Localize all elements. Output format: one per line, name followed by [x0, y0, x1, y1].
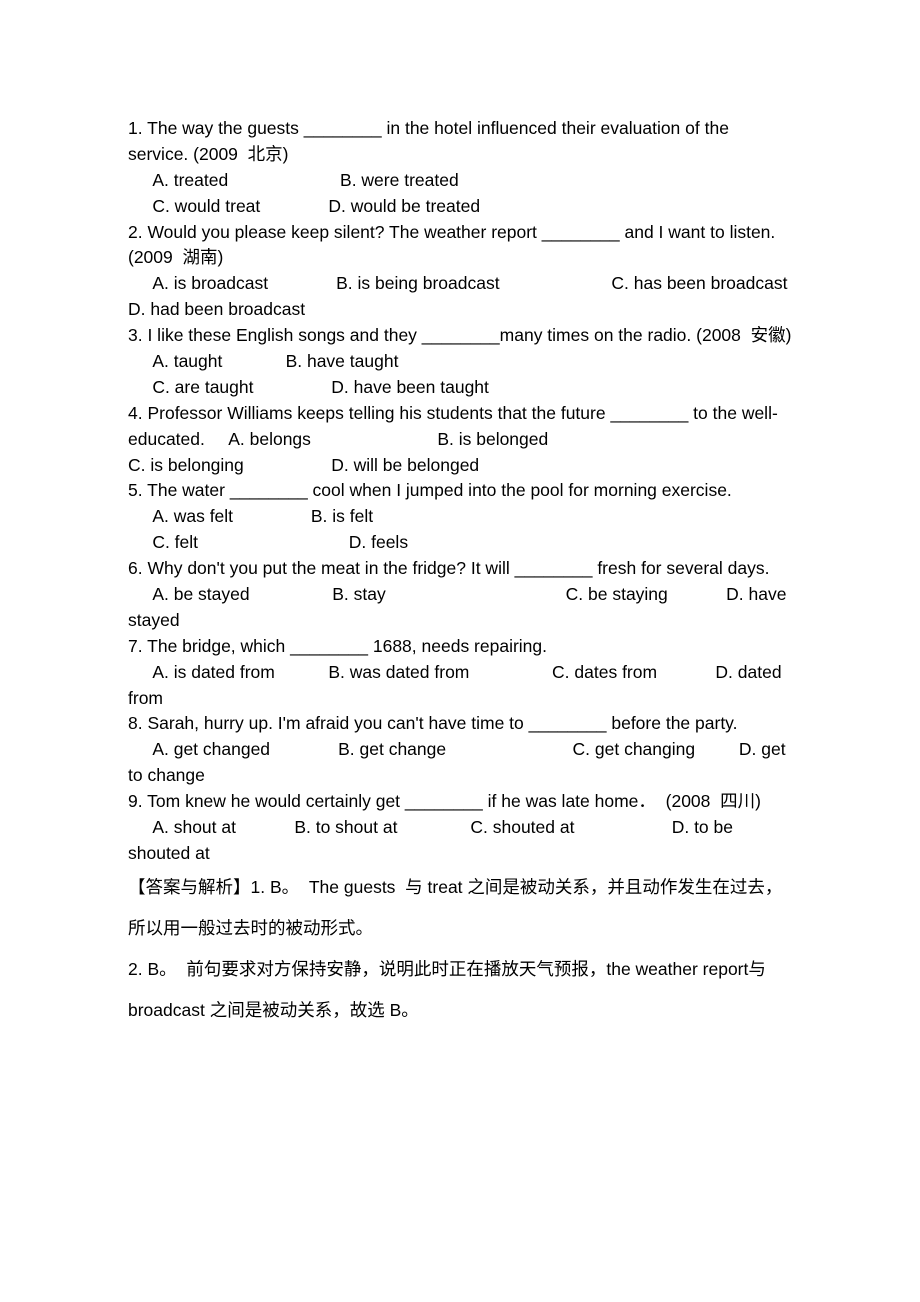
questions-text: 1. The way the guests ________ in the ho… [128, 116, 792, 867]
answers-text: 【答案与解析】1. B。 The guests 与 treat 之间是被动关系，… [128, 867, 792, 1032]
